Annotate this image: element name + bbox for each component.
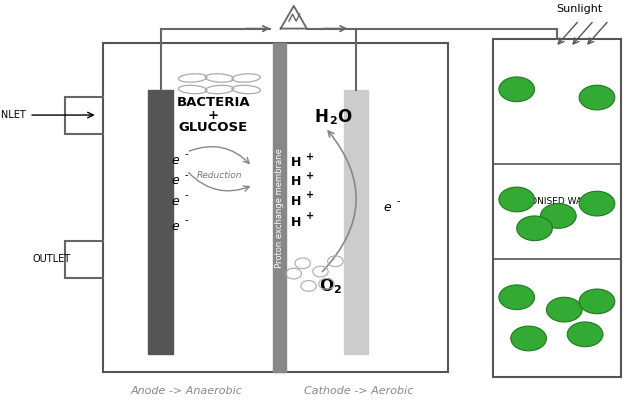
Text: 2: 2 bbox=[329, 116, 337, 126]
Bar bbox=[344, 90, 368, 354]
Text: H: H bbox=[291, 156, 301, 169]
Text: DEIONISED WATER: DEIONISED WATER bbox=[515, 197, 598, 206]
Text: -: - bbox=[185, 190, 188, 200]
Text: +: + bbox=[306, 211, 314, 221]
Text: H: H bbox=[314, 108, 328, 126]
Text: H: H bbox=[291, 216, 301, 229]
Text: e: e bbox=[172, 174, 180, 188]
Text: -: - bbox=[185, 170, 188, 180]
Text: Cathode -> Aerobic: Cathode -> Aerobic bbox=[305, 386, 414, 396]
Text: -: - bbox=[396, 197, 399, 207]
Text: -: - bbox=[185, 215, 188, 225]
Circle shape bbox=[547, 297, 582, 322]
Text: OUTLET: OUTLET bbox=[32, 254, 70, 264]
Circle shape bbox=[579, 191, 615, 216]
Bar bbox=[273, 43, 286, 372]
Circle shape bbox=[516, 216, 552, 241]
Text: Sunlight: Sunlight bbox=[556, 4, 602, 14]
Text: +: + bbox=[306, 190, 314, 200]
Text: O: O bbox=[337, 108, 351, 126]
Text: 2: 2 bbox=[333, 285, 340, 295]
Circle shape bbox=[499, 77, 534, 102]
Text: H: H bbox=[291, 175, 301, 188]
Circle shape bbox=[499, 285, 534, 310]
Text: INLET: INLET bbox=[0, 110, 26, 120]
Circle shape bbox=[499, 187, 534, 212]
Circle shape bbox=[579, 289, 615, 314]
Text: e: e bbox=[172, 154, 180, 167]
Circle shape bbox=[511, 326, 547, 351]
Text: +: + bbox=[306, 151, 314, 161]
Text: -: - bbox=[185, 149, 188, 159]
Text: e: e bbox=[172, 220, 180, 233]
Text: e: e bbox=[383, 201, 390, 214]
Polygon shape bbox=[281, 6, 307, 29]
Text: e: e bbox=[172, 195, 180, 208]
Text: Proton exchange membrane: Proton exchange membrane bbox=[275, 148, 284, 268]
Bar bbox=[493, 39, 621, 376]
Text: H: H bbox=[291, 195, 301, 208]
Circle shape bbox=[541, 204, 576, 228]
Text: +: + bbox=[208, 109, 219, 122]
Text: ALGAE: ALGAE bbox=[542, 217, 572, 227]
Text: +: + bbox=[306, 171, 314, 181]
Circle shape bbox=[579, 85, 615, 110]
Circle shape bbox=[567, 322, 603, 347]
Text: Reduction: Reduction bbox=[196, 171, 242, 180]
Text: GLUCOSE: GLUCOSE bbox=[179, 121, 248, 134]
Bar bbox=[148, 90, 173, 354]
Text: O: O bbox=[319, 277, 333, 295]
Bar bbox=[104, 43, 449, 372]
Text: BACTERIA: BACTERIA bbox=[177, 96, 250, 109]
Text: Anode -> Anaerobic: Anode -> Anaerobic bbox=[131, 386, 243, 396]
